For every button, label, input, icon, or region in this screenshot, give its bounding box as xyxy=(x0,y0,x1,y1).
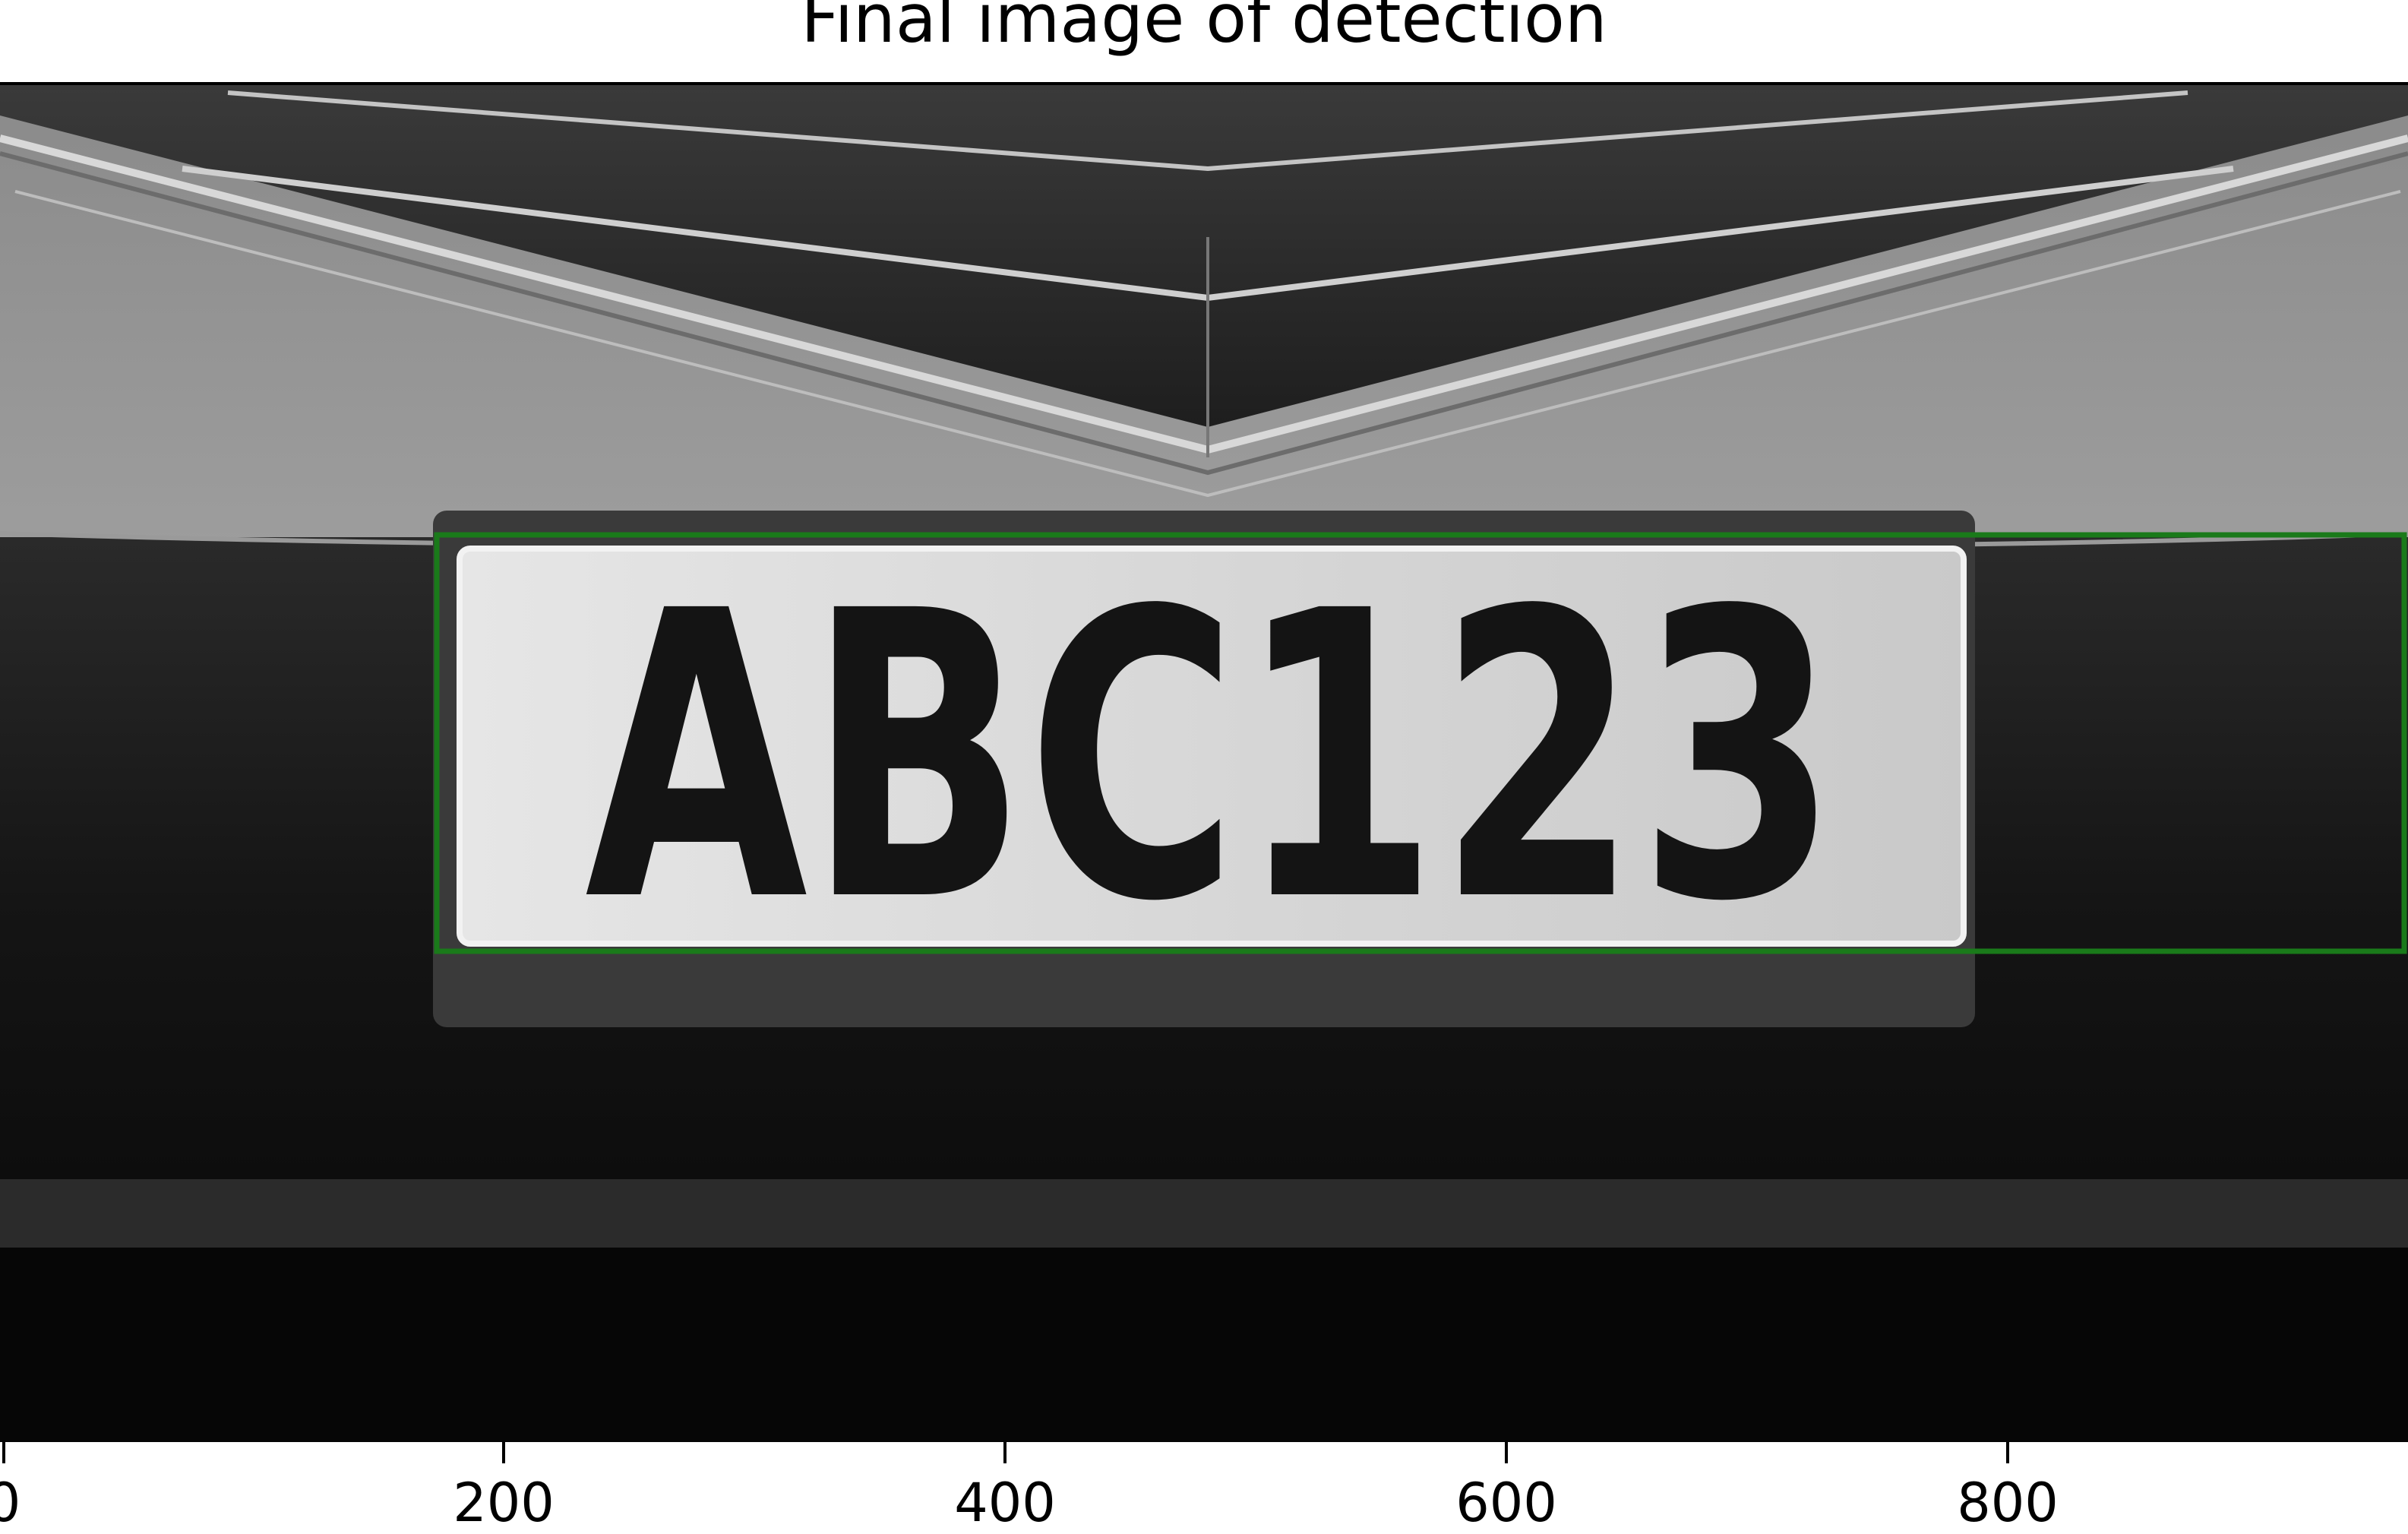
x-tick-label: 400 xyxy=(954,1472,1056,1534)
x-tick xyxy=(1003,1442,1006,1463)
image-axes: ABC123 xyxy=(0,82,2408,1442)
x-axis: 0 200 400 600 800 xyxy=(0,1442,2408,1533)
x-tick-label: 0 xyxy=(0,1472,21,1534)
x-tick xyxy=(2,1442,5,1463)
x-tick xyxy=(1505,1442,1508,1463)
x-tick xyxy=(502,1442,505,1463)
plate-text: ABC123 xyxy=(585,527,1838,988)
x-tick-label: 200 xyxy=(453,1472,555,1534)
x-tick xyxy=(2006,1442,2009,1463)
detection-box xyxy=(434,532,2407,954)
x-tick-label: 800 xyxy=(1957,1472,2059,1534)
car-photo: ABC123 xyxy=(0,85,2408,1442)
x-tick-label: 600 xyxy=(1455,1472,1557,1534)
figure-title: Final image of detection xyxy=(801,0,1607,58)
